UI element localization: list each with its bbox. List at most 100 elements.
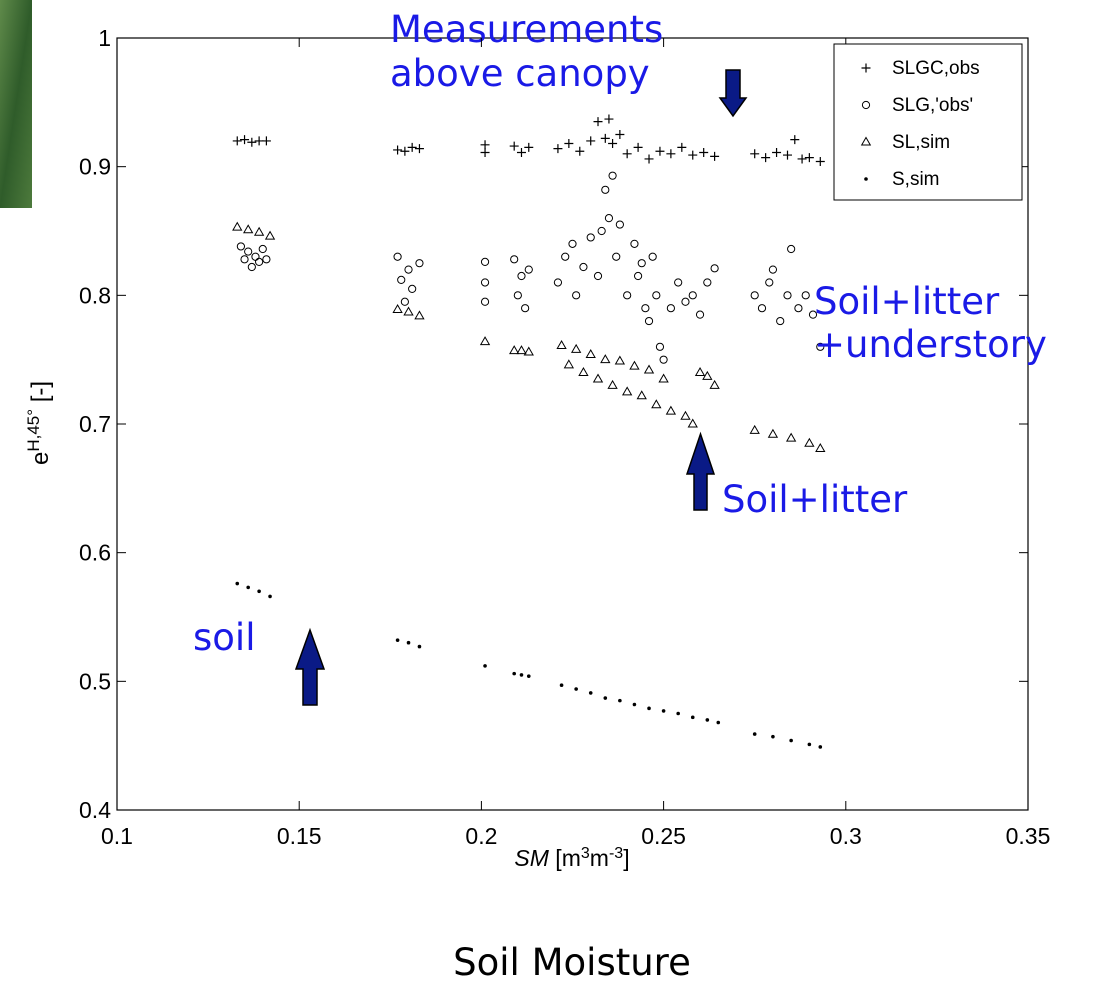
circle-marker	[757, 304, 767, 313]
plus-marker	[677, 142, 687, 152]
triangle-marker	[658, 373, 669, 383]
triangle-marker	[709, 379, 720, 389]
circle-marker	[648, 252, 657, 261]
circle-marker	[633, 271, 643, 281]
plus-marker	[240, 135, 250, 145]
dot-marker	[512, 671, 516, 676]
triangle-marker	[414, 310, 425, 320]
dot-marker	[789, 738, 793, 743]
circle-marker	[593, 271, 603, 281]
legend-marker	[861, 63, 871, 73]
x-axis-label: SM [m3m-3]	[514, 845, 629, 872]
circle-marker	[801, 291, 810, 300]
annotation: Soil+litter	[722, 478, 908, 521]
triangle-marker	[767, 428, 779, 438]
circle-marker	[240, 255, 249, 264]
x-tick-label: 0.35	[1006, 823, 1051, 849]
x-axis-label-part: SM	[514, 845, 549, 871]
triangle-marker	[614, 355, 626, 365]
circle-marker	[597, 226, 606, 236]
circle-marker	[644, 316, 654, 326]
plus-marker	[655, 146, 665, 156]
circle-marker	[659, 355, 668, 364]
triangle-marker	[643, 364, 655, 374]
x-axis-label-part: [m	[549, 845, 581, 871]
circle-marker	[400, 297, 409, 306]
plus-marker	[622, 149, 632, 159]
plus-marker	[750, 149, 760, 159]
triangle-marker	[570, 343, 582, 353]
plus-marker	[608, 139, 618, 149]
arrow	[685, 431, 716, 511]
triangle-marker	[585, 349, 596, 359]
arrow	[718, 69, 748, 118]
triangle-marker	[694, 367, 706, 377]
dot-marker	[603, 696, 608, 700]
plus-marker	[699, 148, 709, 158]
circle-marker	[655, 342, 665, 351]
plus-marker	[804, 153, 814, 163]
plus-marker	[772, 148, 782, 158]
dot-marker	[417, 644, 422, 649]
annotation: Soil+litter	[814, 280, 1000, 323]
circle-marker	[258, 244, 267, 254]
circle-marker	[652, 291, 661, 300]
circle-marker	[688, 291, 697, 300]
x-axis-label-part: -3	[609, 845, 623, 862]
plus-marker	[688, 150, 698, 160]
circle-marker	[776, 316, 785, 326]
circle-marker	[666, 304, 675, 313]
triangle-marker	[264, 230, 276, 240]
circle-marker	[623, 291, 632, 300]
circle-marker	[251, 252, 260, 261]
arrow	[294, 627, 326, 706]
plus-marker	[761, 153, 771, 163]
dot-marker	[690, 715, 695, 720]
circle-marker	[524, 265, 533, 274]
dot-marker	[705, 718, 710, 722]
dot-marker	[588, 691, 593, 695]
dot-marker	[807, 742, 812, 747]
plus-marker	[261, 136, 271, 146]
plus-marker	[790, 135, 800, 145]
y-tick-label: 0.9	[79, 154, 111, 180]
dot-marker	[395, 638, 400, 642]
circle-marker	[255, 257, 264, 266]
triangle-marker	[578, 367, 589, 377]
circle-marker	[480, 257, 490, 266]
triangle-marker	[702, 370, 713, 380]
circle-marker	[808, 310, 818, 319]
circle-marker	[480, 297, 490, 306]
dot-marker	[618, 698, 622, 703]
plot-marks	[232, 114, 826, 749]
annotation: soil	[193, 616, 255, 659]
plus-marker	[553, 144, 563, 154]
plus-marker	[414, 144, 424, 154]
triangle-marker	[607, 379, 618, 389]
plus-marker	[400, 146, 410, 156]
y-tick-label: 0.7	[79, 411, 111, 437]
circle-marker	[608, 171, 617, 180]
x-axis-label-part: 3	[581, 845, 590, 862]
triangle-marker	[253, 226, 265, 236]
plus-marker	[575, 146, 585, 156]
legend-label: SLG,'obs'	[892, 95, 973, 116]
triangle-marker	[556, 340, 567, 350]
triangle-marker	[651, 399, 662, 409]
plus-marker	[247, 137, 257, 147]
circle-marker	[247, 262, 256, 272]
circle-marker	[579, 262, 588, 272]
y-tick-label: 0.4	[79, 797, 111, 823]
y-axis-label: eH,45° [-]	[24, 381, 55, 465]
triangle-marker	[785, 432, 797, 442]
y-axis-label-part: [-]	[27, 381, 54, 409]
circle-marker	[415, 259, 424, 268]
annotations: Measurements above canopy Soil+litter +u…	[193, 8, 1047, 659]
triangle-marker	[243, 224, 254, 234]
triangle-marker	[621, 386, 633, 396]
circle-marker	[710, 264, 719, 273]
circle-marker	[703, 278, 712, 287]
dot-marker	[574, 687, 578, 691]
circle-marker	[517, 271, 526, 281]
